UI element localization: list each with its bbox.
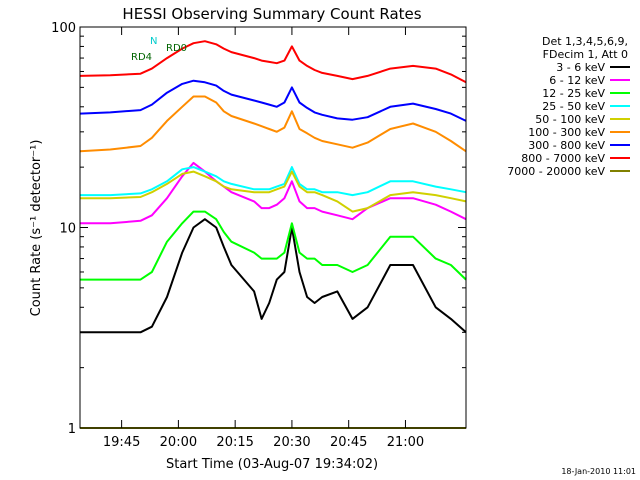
x-tick-label: 20:30 bbox=[273, 435, 310, 450]
chart-title: HESSI Observing Summary Count Rates bbox=[122, 5, 421, 23]
x-tick-label: 19:45 bbox=[103, 435, 140, 450]
legend-header: Det 1,3,4,5,6,9, bbox=[542, 35, 628, 48]
legend-header: FDecim 1, Att 0 bbox=[543, 48, 628, 61]
legend: Det 1,3,4,5,6,9,FDecim 1, Att 03 - 6 keV… bbox=[507, 35, 630, 178]
annotation-n: N bbox=[150, 36, 157, 47]
y-tick-label: 1 bbox=[68, 422, 76, 437]
axis-layer: 19:45 20:00 20:15 20:30 20:45 21:00 1 10 100 bbox=[51, 21, 466, 450]
legend-entry: 7000 - 20000 keV bbox=[507, 165, 605, 178]
series-line-2 bbox=[80, 210, 467, 281]
y-axis-label: Count Rate (s⁻¹ detector⁻¹) bbox=[29, 140, 44, 317]
legend-entry: 6 - 12 keV bbox=[549, 74, 605, 87]
x-axis-label: Start Time (03-Aug-07 19:34:02) bbox=[166, 457, 378, 472]
legend-entry: 12 - 25 keV bbox=[542, 87, 605, 100]
series-line-0 bbox=[80, 218, 467, 334]
footer-date: 18-Jan-2010 11:01 bbox=[561, 467, 636, 476]
series-line-4 bbox=[80, 170, 467, 213]
plot-frame bbox=[79, 26, 467, 429]
legend-entry: 50 - 100 keV bbox=[535, 113, 605, 126]
series-line-3 bbox=[80, 166, 467, 197]
legend-entry: 100 - 300 keV bbox=[528, 126, 605, 139]
legend-entry: 800 - 7000 keV bbox=[521, 152, 605, 165]
series-line-6 bbox=[79, 79, 467, 122]
x-tick-label: 20:45 bbox=[330, 435, 367, 450]
annotation-rd4: RD4 bbox=[131, 52, 152, 63]
series-line-7 bbox=[79, 40, 467, 84]
legend-entry: 300 - 800 keV bbox=[528, 139, 605, 152]
y-tick-label: 10 bbox=[59, 222, 76, 237]
x-tick-label: 20:15 bbox=[216, 435, 253, 450]
legend-entry: 25 - 50 keV bbox=[542, 100, 605, 113]
legend-entry: 3 - 6 keV bbox=[556, 61, 605, 74]
series-line-5 bbox=[79, 95, 467, 153]
x-tick-label: 21:00 bbox=[387, 435, 424, 450]
y-tick-label: 100 bbox=[51, 21, 76, 36]
annotation-rd0: RD0 bbox=[166, 43, 187, 54]
plot-layer: RD4 RD0 N bbox=[79, 36, 467, 429]
x-tick-label: 20:00 bbox=[160, 435, 197, 450]
